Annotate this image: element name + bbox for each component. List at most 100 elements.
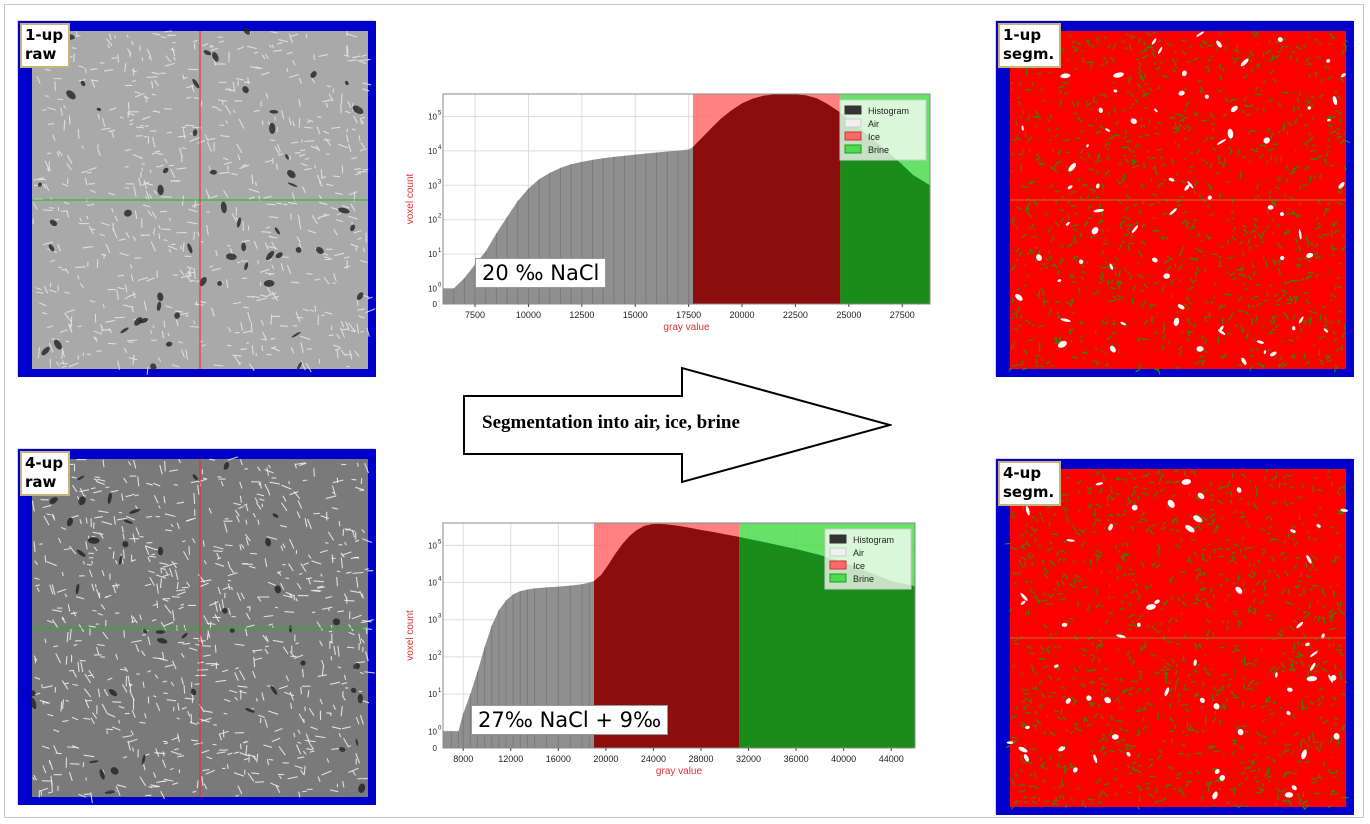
brine-channel: [49, 584, 54, 595]
brine-channel: [244, 534, 251, 542]
brine-channel: [66, 632, 69, 643]
brine-phase: [1094, 518, 1101, 522]
brine-phase: [1186, 307, 1190, 311]
brine-channel: [284, 611, 295, 613]
brine-channel: [266, 259, 272, 261]
brine-channel: [299, 462, 307, 467]
brine-phase: [1015, 226, 1019, 229]
brine-phase: [1067, 242, 1074, 248]
brine-phase: [1310, 149, 1316, 153]
brine-phase: [1215, 688, 1223, 692]
brine-phase: [1134, 221, 1138, 225]
brine-phase: [1193, 113, 1198, 116]
brine-phase: [1150, 156, 1156, 160]
brine-channel: [164, 664, 174, 668]
brine-channel: [92, 522, 95, 529]
y-tick-label: 10: [428, 541, 437, 550]
brine-phase: [1061, 258, 1064, 262]
brine-phase: [1231, 739, 1238, 742]
brine-phase: [1177, 203, 1182, 207]
brine-channel: [187, 221, 198, 225]
brine-channel: [332, 479, 344, 484]
brine-channel: [321, 659, 325, 668]
brine-phase: [1062, 506, 1069, 511]
brine-phase: [1140, 645, 1144, 652]
brine-phase: [1072, 524, 1077, 531]
brine-phase: [1118, 632, 1123, 636]
brine-phase: [1093, 712, 1099, 719]
brine-channel: [237, 685, 248, 688]
brine-phase: [1190, 680, 1196, 684]
air-phase: [1021, 125, 1024, 131]
brine-phase: [1190, 277, 1194, 284]
brine-phase: [1160, 526, 1167, 530]
brine-phase: [1155, 67, 1160, 71]
brine-phase: [1136, 805, 1141, 810]
x-tick-label: 20000: [593, 754, 618, 764]
brine-phase: [1081, 351, 1088, 354]
brine-phase: [1093, 509, 1096, 515]
brine-phase: [1157, 470, 1161, 475]
brine-phase: [1160, 473, 1164, 479]
brine-phase: [1242, 273, 1247, 278]
brine-channel: [162, 759, 167, 768]
brine-channel: [271, 737, 281, 743]
brine-phase: [1217, 499, 1224, 505]
brine-channel: [144, 583, 152, 587]
brine-channel: [207, 142, 212, 152]
label-line1: 1-up: [25, 26, 64, 44]
brine-phase: [1048, 695, 1053, 698]
brine-phase: [1096, 289, 1100, 294]
brine-phase: [1201, 587, 1207, 592]
brine-phase: [1302, 791, 1305, 798]
y-tick-label: 10: [428, 690, 437, 699]
x-tick-label: 40000: [831, 754, 856, 764]
brine-phase: [1194, 691, 1199, 697]
brine-phase: [1121, 240, 1126, 243]
air-phase: [1290, 529, 1296, 533]
brine-channel: [341, 695, 346, 701]
brine-phase: [1285, 503, 1288, 507]
brine-phase: [1339, 187, 1343, 193]
brine-phase: [1289, 171, 1296, 175]
brine-phase: [1306, 743, 1310, 748]
brine-channel: [224, 544, 233, 547]
brine-channel: [331, 485, 336, 496]
brine-phase: [1067, 200, 1070, 204]
brine-channel: [39, 302, 47, 307]
brine-channel: [162, 680, 168, 683]
brine-phase: [1032, 200, 1037, 205]
brine-phase: [1012, 218, 1015, 226]
brine-channel: [178, 606, 184, 610]
legend-swatch: [844, 144, 862, 154]
brine-channel: [134, 91, 141, 95]
brine-phase: [1126, 651, 1130, 658]
air-pocket: [242, 86, 249, 94]
brine-channel: [139, 614, 142, 621]
brine-channel: [278, 775, 282, 780]
brine-phase: [1042, 592, 1047, 596]
brine-channel: [335, 192, 343, 195]
brine-phase: [1054, 341, 1061, 344]
brine-phase: [1069, 583, 1076, 588]
air-phase: [1177, 304, 1185, 310]
brine-channel: [121, 493, 124, 502]
air-pocket: [296, 361, 302, 371]
brine-phase: [1331, 254, 1335, 257]
brine-channel: [306, 577, 313, 580]
brine-channel: [205, 189, 211, 199]
brine-phase: [1116, 513, 1119, 517]
air-pocket: [357, 693, 364, 704]
brine-phase: [1339, 676, 1344, 681]
brine-channel: [255, 181, 257, 186]
brine-phase: [1305, 361, 1310, 365]
brine-phase: [1069, 328, 1074, 332]
brine-channel: [344, 541, 347, 546]
brine-phase: [1118, 162, 1123, 165]
image-content: [30, 456, 375, 804]
air-phase: [1154, 108, 1158, 113]
brine-channel: [218, 40, 225, 43]
brine-channel: [168, 217, 172, 222]
brine-phase: [1084, 350, 1088, 355]
x-tick-label: 27500: [890, 310, 915, 320]
